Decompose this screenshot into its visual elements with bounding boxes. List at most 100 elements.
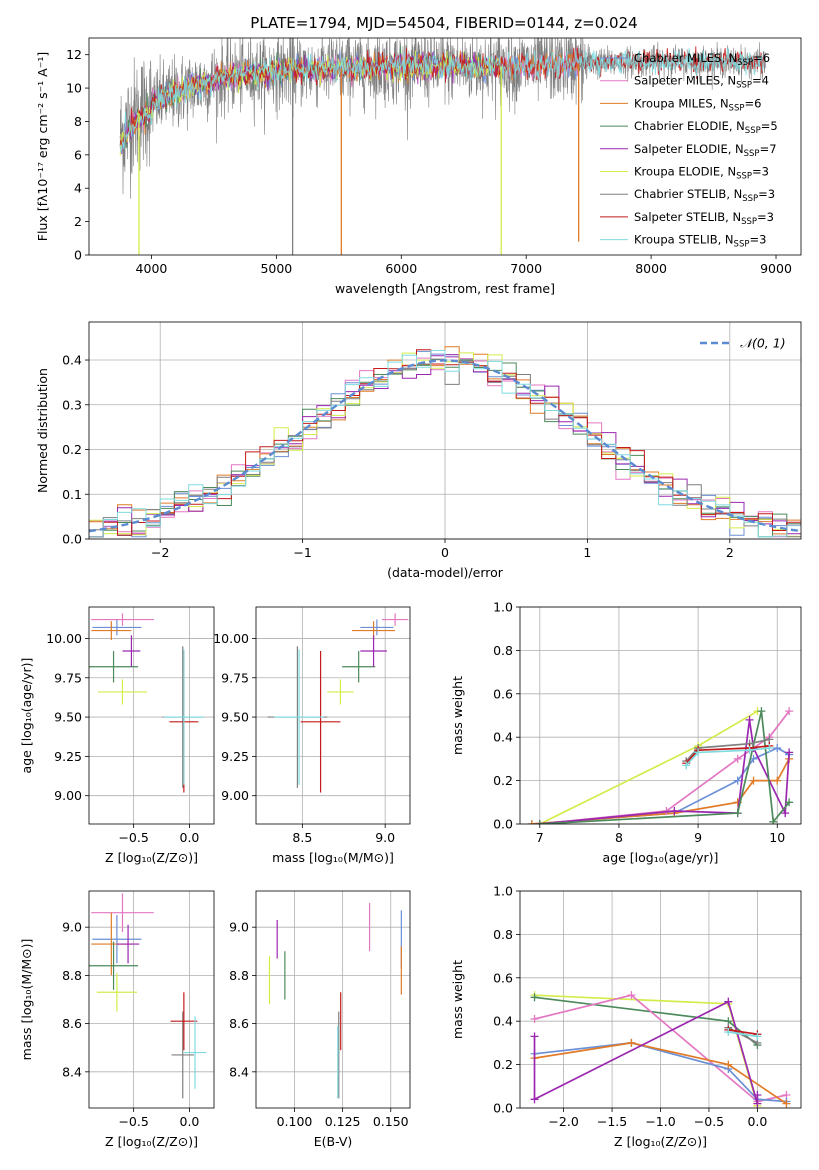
y-tick-label: 10.00 <box>213 631 249 646</box>
legend-label-normal: 𝒩(0, 1) <box>740 336 786 351</box>
x-axis-label: (data-model)/error <box>387 565 504 580</box>
weight-marker-kroupa-miles <box>749 776 758 785</box>
x-tick-label: 8000 <box>635 261 667 276</box>
weight-marker-salpeter-elodie <box>670 806 679 815</box>
x-tick-label: 0.0 <box>180 1114 200 1129</box>
mass-vs-metallicity-plot: −0.5 0.0 8.4 8.6 8.8 9.0 Z [log₁₀(Z/Z⊙)] mass [… <box>19 890 215 1149</box>
x-axis-label: Z [log₁₀(Z/Z⊙)] <box>105 850 198 865</box>
x-tick-label: 0.150 <box>373 1114 409 1129</box>
y-tick-label: 10.00 <box>46 631 82 646</box>
x-tick-label: 0.125 <box>325 1114 361 1129</box>
y-tick-label: 9.25 <box>54 749 82 764</box>
grid <box>520 606 801 825</box>
y-tick-label: 9.25 <box>221 749 249 764</box>
y-tick-label: 9.50 <box>54 710 82 725</box>
legend-label-kroupa-stelib: Kroupa STELIB, NSSP=3 <box>634 233 766 250</box>
weight-marker-kroupa-stelib <box>745 746 754 755</box>
legend-label-chabrier-miles: Chabrier MILES, NSSP=6 <box>634 51 770 68</box>
weight-marker-chabrier-elodie <box>757 707 766 716</box>
y-tick-label: 12 <box>66 47 82 62</box>
model-spectrum-salpeter-stelib <box>119 46 764 146</box>
residual-legend: 𝒩(0, 1) <box>700 336 786 351</box>
axes-frame <box>519 890 802 1109</box>
y-tick-label: 0.8 <box>493 927 513 942</box>
weight-marker-salpeter-elodie <box>530 1032 539 1041</box>
weight-marker-chabrier-elodie <box>785 798 794 807</box>
mass-vs-ebv-plot: 0.100 0.125 0.150 8.4 8.6 8.8 9.0 E(B-V) <box>229 890 411 1149</box>
y-tick-label: 8.6 <box>229 1016 249 1031</box>
y-axis-label: Normed distribution <box>35 368 50 493</box>
y-axis-label: mass weight <box>450 676 465 755</box>
y-tick-label: 8 <box>74 114 82 129</box>
axes-frame <box>88 321 802 540</box>
weight-marker-kroupa-miles <box>527 820 536 824</box>
y-tick-label: 0.2 <box>493 773 513 788</box>
weight-marker-salpeter-elodie <box>724 997 733 1006</box>
weight-marker-chabrier-elodie <box>733 809 742 818</box>
y-tick-label: 4 <box>74 181 82 196</box>
weight-line-salpeter-stelib <box>685 745 770 764</box>
axes-frame <box>519 606 802 825</box>
weight-line-salpeter-miles <box>534 994 787 1103</box>
y-tick-label: 0.4 <box>62 353 82 368</box>
y-tick-label: 0.8 <box>493 643 513 658</box>
residual-histogram-plot: −2 −1 0 1 2 0.0 0.1 0.2 0.3 0.4 (data-model)/error… <box>35 321 802 580</box>
axes-frame <box>88 37 802 256</box>
weight-marker-kroupa-miles <box>724 1060 733 1069</box>
y-axis-label: mass weight <box>450 960 465 1039</box>
grid <box>256 891 410 1108</box>
weight-marker-kroupa-stelib <box>682 761 691 770</box>
x-tick-label: −1 <box>293 545 311 560</box>
mass-weight-vs-metallicity-plot: −2.0 −1.5 −1.0 −0.5 0.0 0.0 0.2 0.4 0.6 0.8 1.0 Z [… <box>450 884 802 1149</box>
figure-title: PLATE=1794, MJD=54504, FIBERID=0144, z=0… <box>250 14 637 32</box>
weight-marker-kroupa-stelib <box>724 1028 733 1037</box>
spectrum-plot: 4000 5000 6000 7000 8000 9000 0 2 4 6 8 10 12 wavelen… <box>35 37 802 296</box>
weight-marker-chabrier-elodie <box>769 817 778 824</box>
grid <box>89 891 214 1108</box>
plot-area <box>89 613 204 793</box>
weight-marker-salpeter-elodie <box>781 809 790 818</box>
y-tick-label: 8.6 <box>62 1016 82 1031</box>
x-axis-label: age [log₁₀(age/yr)] <box>603 850 719 865</box>
x-tick-label: −0.5 <box>694 1114 724 1129</box>
y-tick-label: 0.2 <box>493 1057 513 1072</box>
x-tick-label: 7 <box>536 830 544 845</box>
weight-marker-salpeter-miles <box>627 991 636 1000</box>
weight-line-chabrier-elodie <box>539 711 790 824</box>
x-tick-label: 6000 <box>385 261 417 276</box>
x-tick-label: −0.5 <box>118 1114 148 1129</box>
axes-frame <box>255 606 411 825</box>
weight-line-salpeter-elodie <box>539 719 790 824</box>
legend-label-kroupa-elodie: Kroupa ELODIE, NSSP=3 <box>634 165 769 182</box>
y-tick-label: 0.2 <box>62 442 82 457</box>
x-axis-label: Z [log₁₀(Z/Z⊙)] <box>105 1134 198 1149</box>
weight-marker-salpeter-elodie <box>530 1095 539 1104</box>
legend-label-salpeter-elodie: Salpeter ELODIE, NSSP=7 <box>634 142 777 159</box>
y-tick-label: 0.1 <box>62 487 82 502</box>
plot-area <box>89 893 207 1099</box>
axes-frame <box>88 606 215 825</box>
y-tick-label: 9.00 <box>221 788 249 803</box>
y-tick-label: 0.0 <box>62 532 82 547</box>
x-tick-label: 8 <box>615 830 623 845</box>
weight-line-kroupa-stelib <box>685 747 770 766</box>
plot-area <box>119 38 767 255</box>
x-tick-label: 9 <box>694 830 702 845</box>
x-tick-label: 0.0 <box>747 1114 767 1129</box>
weight-marker-kroupa-miles <box>773 776 782 785</box>
weight-marker-chabrier-miles <box>733 776 742 785</box>
x-tick-label: −1.0 <box>645 1114 675 1129</box>
histogram-chabrier-stelib <box>89 358 801 538</box>
plot-area <box>267 613 409 793</box>
legend-label-kroupa-miles: Kroupa MILES, NSSP=6 <box>634 96 761 113</box>
x-tick-label: 0.0 <box>180 830 200 845</box>
weight-marker-salpeter-miles <box>530 1015 539 1024</box>
x-tick-label: −2 <box>151 545 169 560</box>
axes-frame <box>255 890 411 1109</box>
weight-marker-salpeter-elodie <box>753 1099 762 1108</box>
y-tick-label: 1.0 <box>493 600 513 615</box>
weight-marker-kroupa-miles <box>627 1038 636 1047</box>
x-axis-label: wavelength [Angstrom, rest frame] <box>335 281 555 296</box>
legend-label-salpeter-miles: Salpeter MILES, NSSP=4 <box>634 74 769 91</box>
